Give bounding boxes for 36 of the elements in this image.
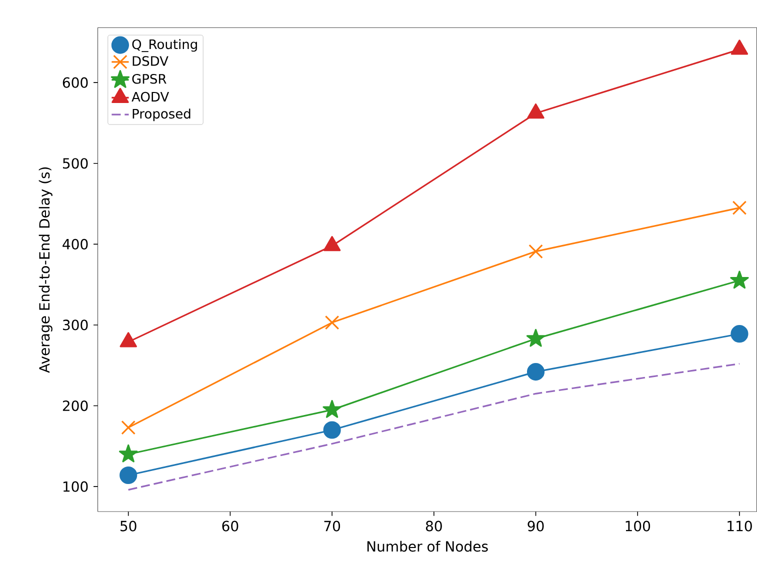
point bbox=[526, 363, 545, 381]
point bbox=[730, 40, 748, 55]
point bbox=[730, 270, 749, 289]
legend-label: GPSR bbox=[132, 74, 166, 84]
point bbox=[120, 466, 138, 484]
point bbox=[118, 444, 138, 462]
x-tick-label: 100 bbox=[626, 520, 650, 532]
x-tick-label: 50 bbox=[120, 520, 136, 532]
x-tick-label: 60 bbox=[222, 520, 238, 532]
x-tick-label: 70 bbox=[324, 520, 340, 532]
point bbox=[324, 315, 340, 330]
y-tick-label: 200 bbox=[62, 400, 88, 412]
point bbox=[526, 328, 546, 347]
y-tick-label: 400 bbox=[62, 238, 88, 250]
point bbox=[528, 244, 543, 259]
y-tick-label: 300 bbox=[63, 320, 88, 330]
x-tick-label: 90 bbox=[528, 520, 544, 532]
x-axis-title: Number of Nodes bbox=[367, 540, 488, 552]
y-tick-label: 100 bbox=[63, 481, 88, 492]
point bbox=[323, 421, 341, 439]
point bbox=[527, 103, 544, 119]
y-tick-label: 500 bbox=[63, 158, 88, 169]
y-tick-label: 600 bbox=[62, 77, 88, 88]
point bbox=[323, 236, 341, 252]
x-tick-label: 110 bbox=[728, 520, 752, 532]
point bbox=[730, 325, 748, 343]
point bbox=[322, 400, 342, 418]
legend-label: AODV bbox=[132, 92, 170, 102]
legend-label: DSDV bbox=[132, 56, 168, 66]
point bbox=[121, 420, 136, 435]
y-axis-title: Average End-to-End Delay (s) bbox=[38, 167, 52, 373]
point bbox=[732, 200, 747, 215]
line-series bbox=[128, 362, 740, 491]
legend-label: Proposed bbox=[132, 108, 190, 122]
x-tick-label: 80 bbox=[426, 520, 442, 532]
legend-label: Q_Routing bbox=[132, 39, 197, 52]
